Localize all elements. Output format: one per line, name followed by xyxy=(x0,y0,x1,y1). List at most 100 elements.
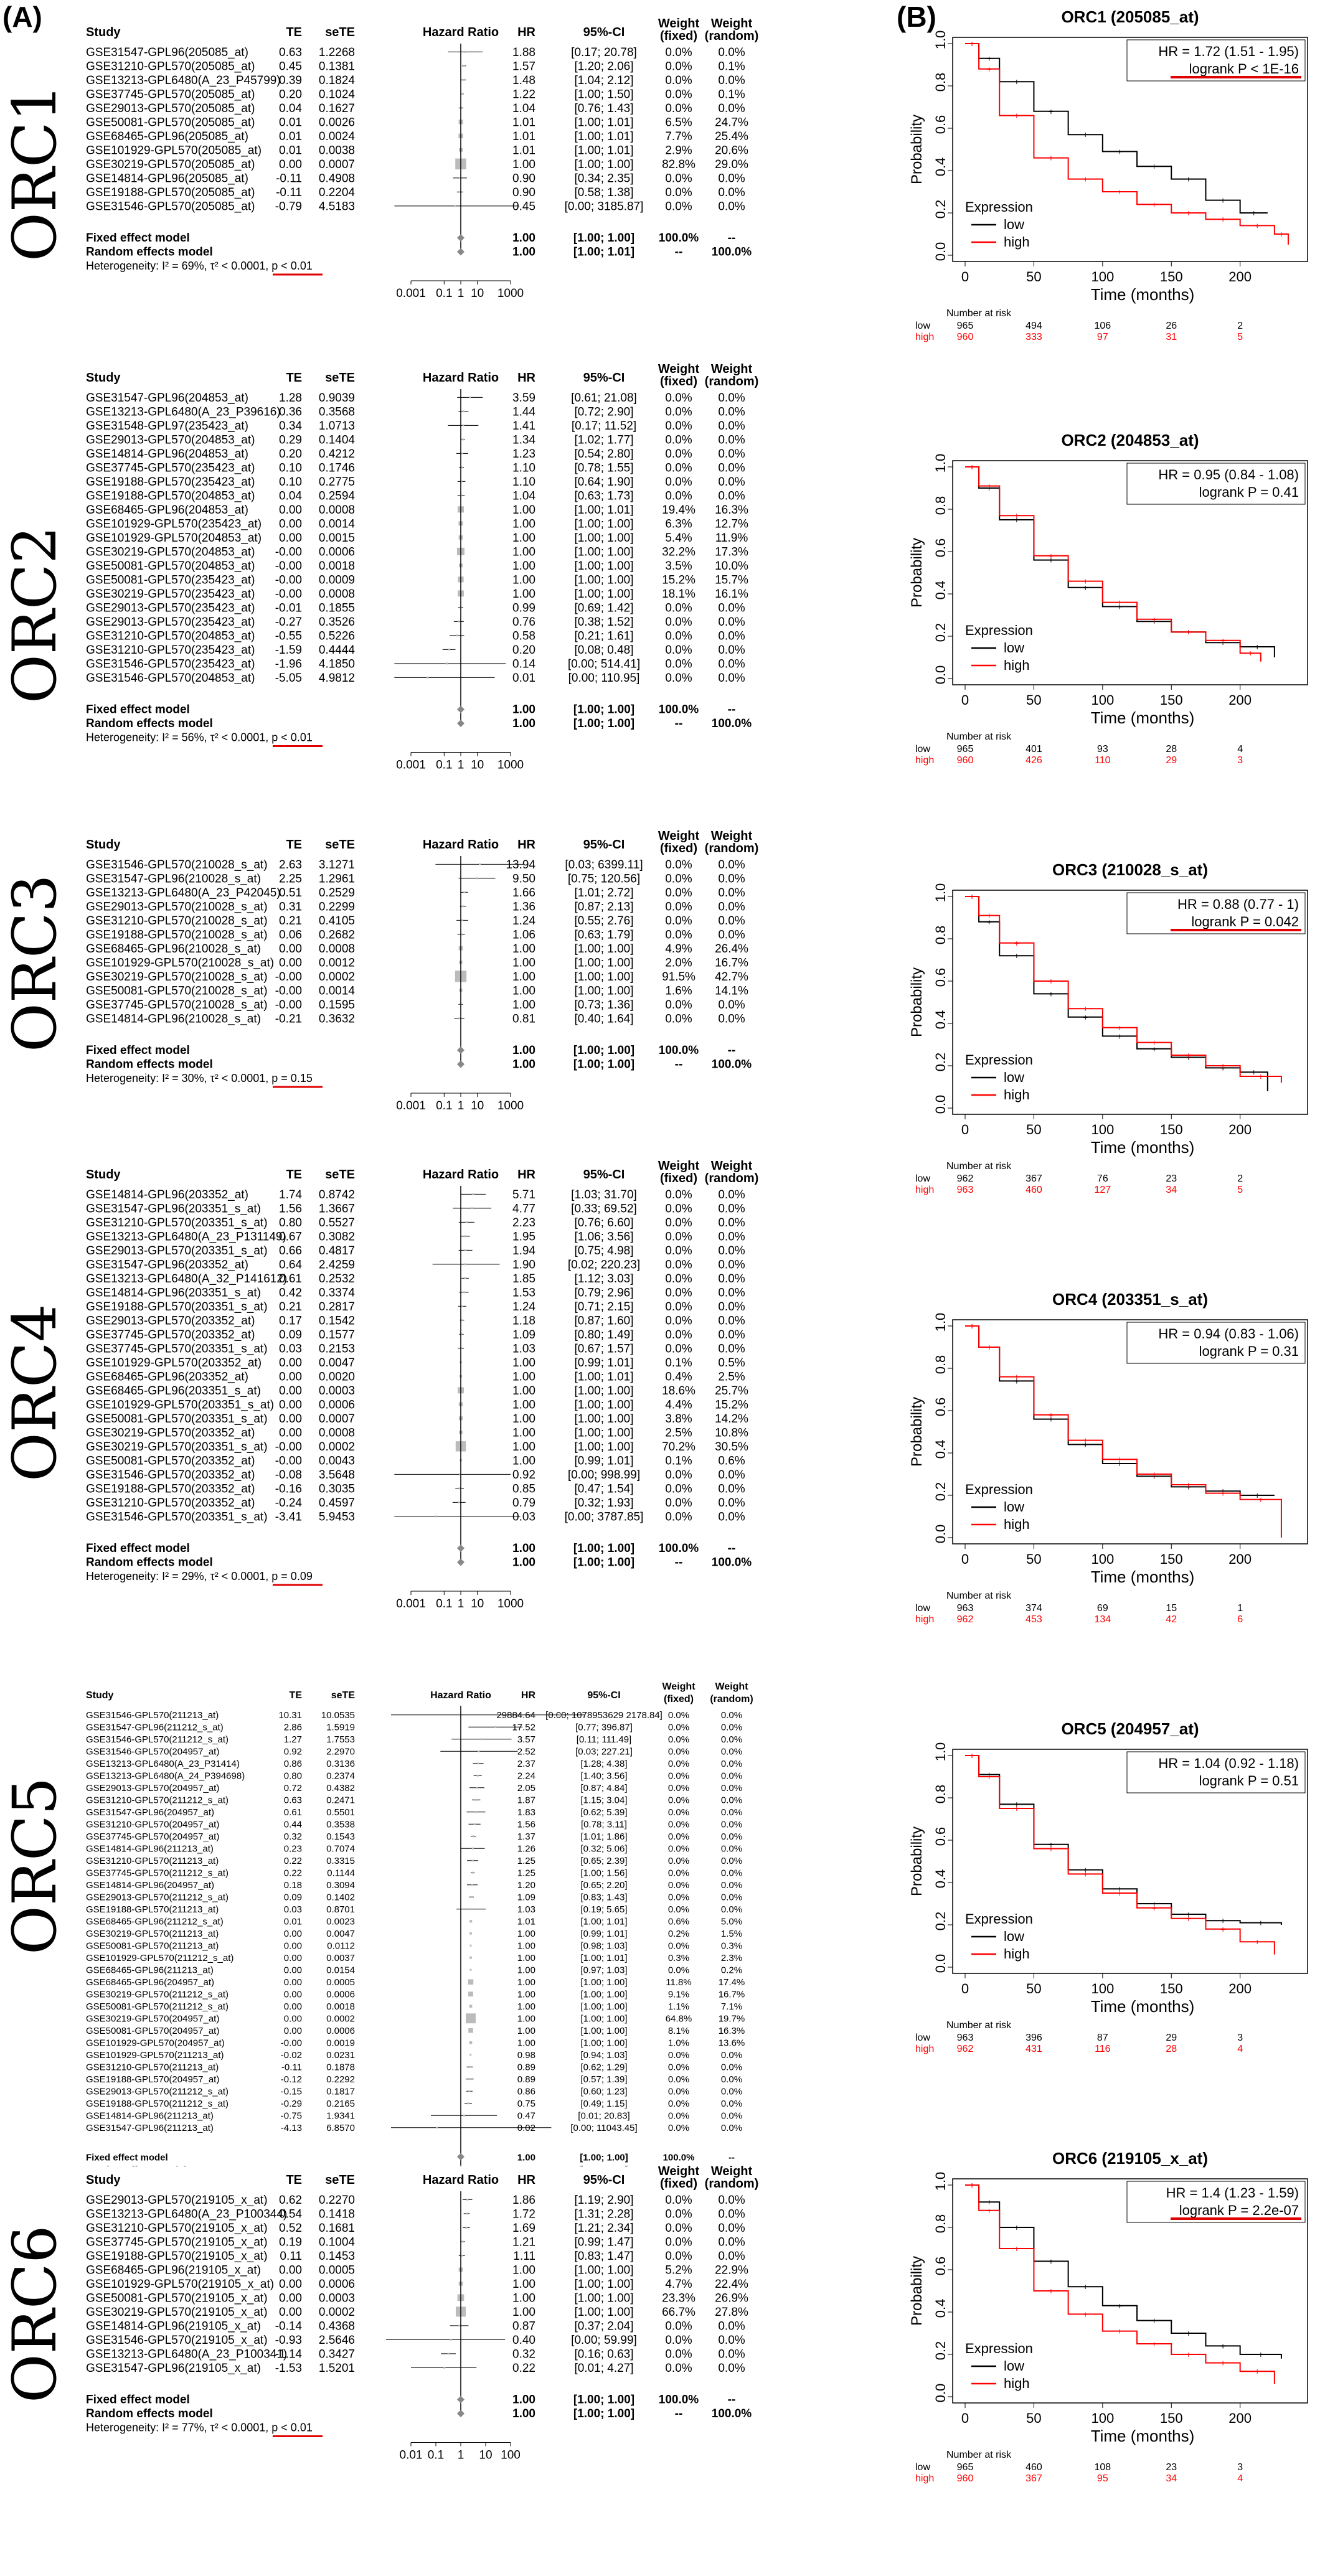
km-y-tick-label: 1.0 xyxy=(933,1313,948,1332)
hr-value: 0.92 xyxy=(512,1469,535,1482)
sete-value: 0.3374 xyxy=(319,1287,356,1300)
km-plot-orc2: ORC2 (204853_at) 0.0 0.2 0.4 0.6 0.8 1.0 0 50 100… xyxy=(908,431,1308,766)
weight-fixed-value: 0.0% xyxy=(665,1013,692,1026)
fixed-effect-label: Fixed effect model xyxy=(86,703,190,717)
weight-fixed-value: 0.0% xyxy=(665,448,692,461)
effect-marker xyxy=(469,1920,473,1923)
te-value: 0.04 xyxy=(279,490,302,503)
km-x-tick-label: 200 xyxy=(1228,1981,1252,1996)
ci-value: [0.00; 514.41] xyxy=(568,658,640,671)
km-y-tick-label: 1.0 xyxy=(933,883,948,903)
km-risk-high-value: 333 xyxy=(1026,332,1042,342)
weight-fixed-value: 0.0% xyxy=(668,1892,689,1903)
km-censor-mark: + xyxy=(1083,1869,1088,1879)
effect-marker xyxy=(468,2028,473,2033)
km-risk-high-value: 431 xyxy=(1026,2044,1042,2054)
ci-value: [1.00; 1.00] xyxy=(580,2014,627,2024)
hr-value: 0.98 xyxy=(517,2050,535,2061)
weight-fixed-value: 0.0% xyxy=(668,1795,689,1806)
hr-value: 1.21 xyxy=(512,2236,535,2249)
random-hr: 1.00 xyxy=(512,1058,535,1071)
km-censor-mark: + xyxy=(1049,989,1054,999)
ci-value: [0.00; 1078953629 2178.84] xyxy=(545,1710,662,1721)
forest-x-tick-label: 10 xyxy=(471,1597,484,1610)
km-censor-mark: + xyxy=(987,481,992,491)
study-label: GSE30219-GPL570(204957_at) xyxy=(86,2014,219,2024)
sete-value: 0.2529 xyxy=(319,886,355,900)
effect-marker xyxy=(466,2198,469,2201)
weight-random-value: 0.0% xyxy=(718,406,745,419)
hr-value: 1.00 xyxy=(517,2026,535,2036)
study-label: GSE13213-GPL6480(A_24_P394698) xyxy=(86,1771,245,1782)
km-x-tick-label: 100 xyxy=(1091,1551,1114,1567)
header-weight-random: Weight xyxy=(715,1681,748,1692)
te-value: 2.86 xyxy=(284,1723,302,1733)
te-value: -0.00 xyxy=(275,588,302,601)
header-study: Study xyxy=(86,1168,121,1182)
study-label: GSE31546-GPL570(210028_s_at) xyxy=(86,858,268,872)
ci-value: [0.21; 1.61] xyxy=(574,630,633,643)
hr-value: 1.00 xyxy=(512,957,535,970)
effect-marker xyxy=(448,648,450,651)
weight-random-value: 2.5% xyxy=(718,1371,745,1384)
weight-fixed-value: 0.0% xyxy=(665,1203,692,1216)
ci-value: [0.01; 20.83] xyxy=(578,2111,629,2122)
km-risk-low-value: 401 xyxy=(1026,744,1042,754)
study-label: GSE31210-GPL570(211212_s_at) xyxy=(86,1795,229,1806)
km-x-axis-label: Time (months) xyxy=(1091,2427,1195,2445)
sete-value: 0.2165 xyxy=(326,2099,355,2109)
weight-fixed-value: 0.0% xyxy=(668,1783,689,1793)
km-censor-mark: + xyxy=(1117,1884,1122,1894)
hr-value: 1.00 xyxy=(517,2001,535,2012)
header-te: TE xyxy=(286,1168,302,1182)
effect-marker xyxy=(458,1487,461,1490)
hr-value: 1.01 xyxy=(517,1917,535,1927)
fixed-weight-random: -- xyxy=(728,703,736,717)
random-diamond xyxy=(457,1558,464,1566)
weight-fixed-value: 0.0% xyxy=(665,434,692,447)
km-y-tick-label: 0.2 xyxy=(933,623,948,642)
weight-fixed-value: 6.5% xyxy=(665,116,692,129)
hr-value: 1.37 xyxy=(517,1831,535,1842)
forest-plot-orc3: Study TE seTE Hazard Ratio HR 95%-CIWeight(fi… xyxy=(86,829,758,1112)
te-value: 0.51 xyxy=(279,886,302,900)
ci-value: [1.04; 2.12] xyxy=(574,74,633,87)
km-y-tick-label: 0.0 xyxy=(933,1095,948,1114)
te-value: 0.10 xyxy=(279,462,302,475)
km-legend-title: Expression xyxy=(965,623,1033,638)
sete-value: 0.7074 xyxy=(326,1844,355,1854)
km-legend-title: Expression xyxy=(965,199,1033,215)
weight-fixed-value: 0.0% xyxy=(665,1231,692,1244)
weight-fixed-value: 64.8% xyxy=(666,2014,692,2024)
study-label: GSE14814-GPL96(205085_at) xyxy=(86,172,248,186)
weight-random-value: 7.1% xyxy=(721,2001,742,2012)
km-censor-mark: + xyxy=(969,1321,974,1331)
km-risk-high-value: 960 xyxy=(957,2473,974,2484)
hr-value: 0.99 xyxy=(512,602,535,615)
sete-value: 0.1824 xyxy=(319,74,356,87)
heterogeneity-text: Heterogeneity: I² = 56%, τ² < 0.0001, p … xyxy=(86,731,313,744)
km-legend-title: Expression xyxy=(965,1482,1033,1497)
weight-fixed-value: 0.0% xyxy=(665,2194,692,2207)
sete-value: 0.0024 xyxy=(319,130,356,143)
fixed-weight-random: -- xyxy=(728,1542,736,1555)
weight-random-value: 0.0% xyxy=(721,1723,742,1733)
hr-value: 0.14 xyxy=(512,658,535,671)
hr-value: 1.00 xyxy=(517,2038,535,2049)
km-risk-title: Number at risk xyxy=(946,308,1012,319)
study-label: GSE101929-GPL570(219105_x_at) xyxy=(86,2278,274,2291)
km-risk-row-label-high: high xyxy=(915,1185,934,1195)
weight-random-value: 11.9% xyxy=(715,532,748,545)
te-value: -0.00 xyxy=(275,1441,302,1454)
km-title: ORC1 (205085_at) xyxy=(1061,7,1199,26)
study-label: GSE31546-GPL570(211212_s_at) xyxy=(86,1734,229,1745)
study-label: GSE29013-GPL570(235423_at) xyxy=(86,616,255,629)
random-diamond xyxy=(457,720,464,727)
km-risk-low-value: 87 xyxy=(1097,2033,1108,2043)
sete-value: 6.8570 xyxy=(326,2123,355,2133)
km-x-tick-label: 50 xyxy=(1026,269,1041,284)
header-ci: 95%-CI xyxy=(583,2173,625,2187)
study-label: GSE68465-GPL96(210028_s_at) xyxy=(86,942,261,956)
km-y-tick-label: 0.4 xyxy=(933,157,948,177)
study-label: GSE31210-GPL570(210028_s_at) xyxy=(86,914,268,928)
